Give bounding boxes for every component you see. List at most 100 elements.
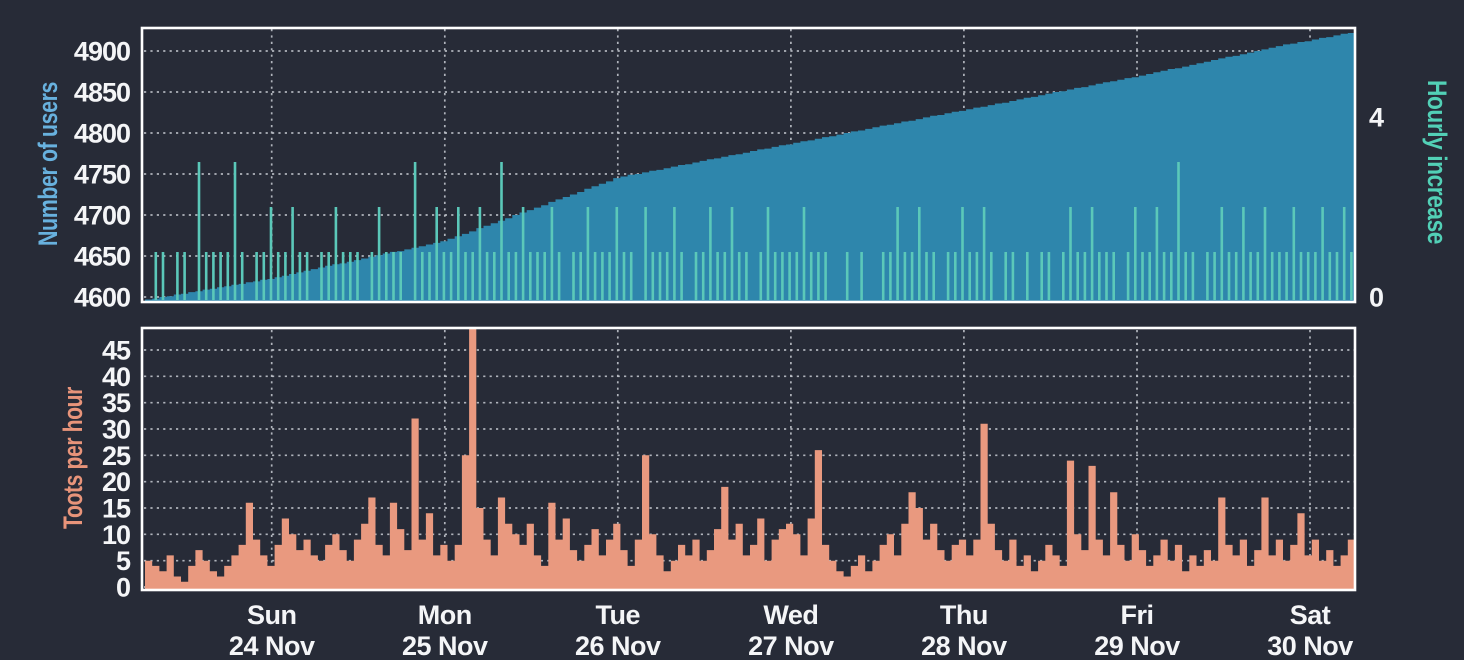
- impulse-bar: [204, 252, 208, 300]
- impulse-bar: [629, 252, 633, 300]
- impulse-bar: [1206, 252, 1209, 300]
- impulse-bar: [1098, 252, 1101, 300]
- impulse-bar: [1040, 252, 1043, 300]
- impulse-bar: [903, 252, 907, 300]
- impulse-bar: [471, 252, 474, 300]
- impulse-bar: [1047, 252, 1051, 300]
- impulse-bar: [212, 252, 215, 300]
- impulse-bar: [932, 252, 935, 300]
- y-tick-label: 4700: [74, 201, 130, 231]
- impulse-bar: [413, 162, 417, 300]
- impulse-bar: [197, 162, 201, 300]
- impulse-bar: [982, 207, 986, 300]
- toots-axis-title: Toots per hour: [58, 386, 88, 529]
- day-name-label: Tue: [596, 600, 641, 630]
- impulse-bar: [478, 207, 482, 300]
- impulse-bar: [529, 252, 532, 300]
- impulse-bar: [284, 252, 287, 300]
- users-chart: 4600 4650 4700 4750 4800 4850 4900 0 4: [74, 26, 1385, 313]
- impulse-bar: [579, 252, 582, 300]
- impulse-bar: [673, 207, 676, 300]
- impulse-bar: [709, 207, 712, 300]
- impulse-bar: [1170, 252, 1173, 300]
- y-tick-label: 4750: [74, 160, 130, 190]
- impulse-bar: [1263, 207, 1267, 300]
- impulse-bar: [737, 252, 741, 300]
- impulse-bar: [788, 252, 791, 300]
- impulse-bar: [219, 252, 222, 300]
- impulse-bar: [269, 207, 273, 300]
- impulse-bar: [377, 207, 381, 300]
- impulse-bar: [514, 252, 518, 300]
- impulse-bar: [1306, 252, 1310, 300]
- impulse-bar: [730, 207, 734, 300]
- impulse-bar: [262, 252, 266, 300]
- impulse-bar: [154, 252, 158, 300]
- y-tick-label: 4850: [74, 78, 130, 108]
- impulse-bar: [716, 252, 719, 300]
- impulse-bar: [464, 252, 467, 300]
- day-date-label: 27 Nov: [748, 631, 834, 660]
- day-date-label: 25 Nov: [402, 631, 488, 660]
- hourly-increase-axis-title: Hourly increase: [1422, 80, 1452, 244]
- impulse-bar: [428, 252, 431, 300]
- day-name-label: Thu: [940, 600, 988, 630]
- y-tick-label: 20: [102, 467, 130, 497]
- impulse-bar: [1126, 252, 1130, 300]
- impulse-bar: [622, 252, 626, 300]
- impulse-bar: [349, 252, 352, 300]
- impulse-bar: [399, 252, 402, 300]
- impulse-bar: [1256, 252, 1260, 300]
- impulse-bar: [1011, 252, 1015, 300]
- day-date-label: 26 Nov: [575, 631, 661, 660]
- impulse-bar: [240, 252, 244, 300]
- impulse-bar: [1234, 252, 1238, 300]
- y-tick-label: 4800: [74, 119, 130, 149]
- impulse-bar: [1004, 252, 1007, 300]
- impulse-bar: [954, 252, 957, 300]
- impulse-bar: [536, 252, 539, 300]
- impulse-bar: [1184, 252, 1187, 300]
- impulse-bar: [1191, 252, 1195, 300]
- day-date-label: 29 Nov: [1094, 631, 1180, 660]
- impulse-bar: [975, 252, 979, 300]
- impulse-bar: [1328, 252, 1332, 300]
- impulse-bar: [255, 252, 258, 300]
- impulse-bar: [1242, 207, 1245, 300]
- impulse-bar: [457, 207, 460, 300]
- impulse-bar: [1105, 252, 1108, 300]
- impulse-bar: [341, 252, 345, 300]
- impulse-bar: [781, 252, 784, 300]
- impulse-bar: [723, 252, 727, 300]
- impulse-bar: [845, 252, 849, 300]
- impulse-bar: [889, 252, 892, 300]
- impulse-bar: [550, 207, 554, 300]
- impulse-bar: [1177, 162, 1180, 300]
- impulse-bar: [809, 252, 813, 300]
- impulse-bar: [1227, 252, 1231, 300]
- day-name-label: Fri: [1120, 600, 1153, 630]
- impulse-bar: [1220, 207, 1224, 300]
- impulse-bar: [1062, 252, 1065, 300]
- impulse-bar: [233, 162, 237, 300]
- impulse-bar: [1134, 207, 1137, 300]
- impulse-bar: [1292, 207, 1296, 300]
- y-tick-label: 35: [102, 388, 131, 418]
- impulse-bar: [910, 252, 914, 300]
- impulse-bar: [1270, 252, 1274, 300]
- impulse-bar: [276, 252, 280, 300]
- impulse-bar: [593, 252, 597, 300]
- y-tick-label: 5: [116, 546, 131, 576]
- impulse-bar: [946, 252, 950, 300]
- day-name-label: Mon: [418, 600, 472, 630]
- impulse-bar: [601, 252, 604, 300]
- impulse-bar: [507, 252, 510, 300]
- impulse-bar: [651, 252, 655, 300]
- impulse-bar: [961, 207, 964, 300]
- impulse-bar: [370, 252, 374, 300]
- impulse-bar: [334, 207, 338, 300]
- y-right-tick-label: 0: [1369, 283, 1383, 313]
- impulse-bar: [968, 252, 971, 300]
- users-area: [145, 33, 1355, 301]
